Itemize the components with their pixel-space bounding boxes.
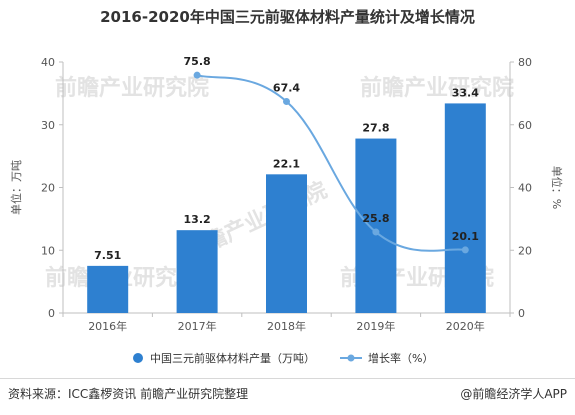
x-tick-label: 2016年 <box>88 319 127 333</box>
growth-value-label: 25.8 <box>362 212 389 225</box>
bar-value-label: 33.4 <box>452 86 479 99</box>
legend-bar-marker <box>133 353 143 363</box>
bar-value-label: 7.51 <box>94 249 121 262</box>
legend-line-marker <box>347 354 355 362</box>
y-tick-left-label: 20 <box>41 182 55 195</box>
watermark-2: 前瞻产业研究院 <box>360 75 514 101</box>
growth-point-0 <box>193 71 201 79</box>
bar-2 <box>266 174 307 313</box>
y-tick-right-label: 0 <box>518 307 525 320</box>
growth-point-1 <box>283 98 290 106</box>
x-tick-label: 2017年 <box>178 319 217 333</box>
legend: 中国三元前驱体材料产量（万吨） 增长率（%） <box>133 351 433 365</box>
x-tick-label: 2018年 <box>267 319 306 333</box>
x-tick-label: 2019年 <box>356 319 395 333</box>
growth-value-label: 75.8 <box>184 55 211 68</box>
watermark-1: 前瞻产业研究院 <box>55 75 209 101</box>
y-tick-left-label: 40 <box>41 56 55 69</box>
source-text: 资料来源：ICC鑫椤资讯 前瞻产业研究院整理 <box>8 387 249 401</box>
y-tick-right-label: 80 <box>518 56 532 69</box>
axes: 0 10 20 30 40 0 20 40 60 80 2016年 2017年 2018年 2019年 20… <box>9 56 564 333</box>
bar-value-label: 13.2 <box>184 213 211 226</box>
legend-line-label: 增长率（%） <box>368 351 433 365</box>
y-tick-right-label: 40 <box>518 182 532 195</box>
growth-point-2 <box>372 228 380 236</box>
bar-4 <box>444 103 486 313</box>
growth-value-label: 20.1 <box>452 230 479 243</box>
bars <box>87 103 486 313</box>
bar-1 <box>176 230 218 313</box>
footer-divider <box>0 378 575 379</box>
y-axis-left-title: 单位：万吨 <box>9 160 23 215</box>
x-tick-label: 2020年 <box>446 319 485 333</box>
bar-value-label: 27.8 <box>362 122 389 135</box>
y-tick-right-label: 20 <box>518 244 532 257</box>
bar-value-label: 22.1 <box>273 157 300 170</box>
growth-line-path <box>196 74 466 252</box>
growth-value-label: 67.4 <box>273 82 300 95</box>
y-tick-right-label: 60 <box>518 119 532 132</box>
chart-title: 2016-2020年中国三元前驱体材料产量统计及增长情况 <box>100 8 475 26</box>
y-tick-left-label: 30 <box>41 119 55 132</box>
y-tick-left-label: 10 <box>41 244 55 257</box>
y-axis-right-title: 单位：% <box>550 166 564 209</box>
y-tick-left-label: 0 <box>48 307 55 320</box>
growth-point-3 <box>461 246 469 254</box>
legend-bar-label: 中国三元前驱体材料产量（万吨） <box>150 351 315 365</box>
data-labels: 7.51 13.2 22.1 27.8 33.4 75.8 67.4 25.8 20.1 <box>94 55 479 262</box>
bar-0 <box>87 265 129 313</box>
growth-line <box>193 71 469 254</box>
credit-text: @前瞻经济学人APP <box>460 387 567 401</box>
bar-3 <box>355 138 397 313</box>
